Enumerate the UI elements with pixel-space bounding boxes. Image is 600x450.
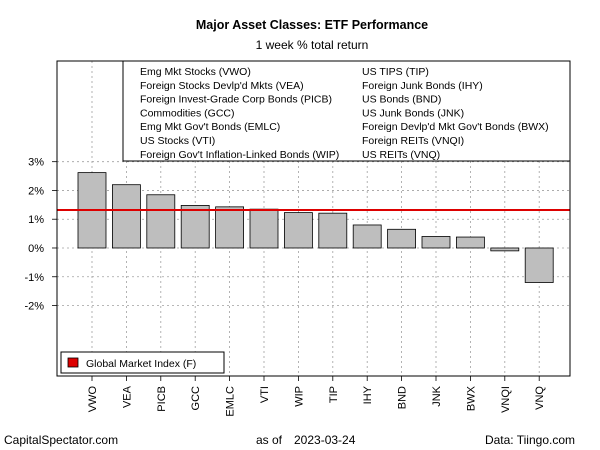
x-tick-label-ihy: IHY: [362, 385, 374, 404]
legend-box: [122, 60, 571, 162]
legend-entry: US Junk Bonds (JNK): [362, 107, 464, 119]
bar-vnq: [524, 247, 554, 283]
bar-vea: [112, 184, 141, 249]
bar-vnqi: [490, 247, 520, 252]
legend-entry: Foreign Junk Bonds (IHY): [362, 80, 483, 92]
legend-entry: Foreign Invest-Grade Corp Bonds (PICB): [140, 94, 332, 106]
footer-source-site: CapitalSpectator.com: [4, 433, 118, 447]
y-tick-label: 0%: [28, 243, 44, 255]
chart-subtitle: 1 week % total return: [256, 38, 369, 52]
legend-entry: US TIPS (TIP): [362, 66, 429, 78]
legend-entry: US Stocks (VTI): [140, 135, 215, 147]
x-tick-label-wip: WIP: [293, 386, 305, 407]
bar-gcc: [180, 205, 210, 249]
legend-entry: Emg Mkt Gov't Bonds (EMLC): [140, 121, 280, 133]
plot-frame: [56, 60, 571, 377]
legend-entry: US REITs (VNQ): [362, 149, 440, 161]
bar-picb: [146, 194, 176, 249]
ref-legend-swatch: [67, 357, 79, 368]
y-axis-ticks: 3% 2% 1% 0% -1% -2%: [24, 157, 57, 313]
ref-legend: Global Market Index (F): [60, 351, 225, 374]
legend-entry: Commodities (GCC): [140, 107, 235, 119]
grid-lines: [57, 61, 570, 376]
y-tick-label: 3%: [28, 157, 44, 169]
legend-entry: Foreign Devlp'd Mkt Gov't Bonds (BWX): [362, 121, 549, 133]
legend-entry: Foreign REITs (VNQI): [362, 135, 464, 147]
bars: [77, 172, 554, 283]
y-tick-label: -1%: [24, 272, 44, 284]
ref-legend-label: Global Market Index (F): [86, 358, 196, 370]
bar-wip: [283, 212, 313, 249]
x-tick-label-vnqi: VNQI: [500, 386, 512, 413]
footer-date: 2023-03-24: [294, 433, 356, 447]
x-tick-label-vnq: VNQ: [534, 386, 546, 410]
bar-emlc: [215, 206, 245, 249]
x-tick-label-jnk: JNK: [431, 385, 443, 406]
bar-ihy: [352, 224, 382, 249]
chart-title: Major Asset Classes: ETF Performance: [196, 18, 428, 32]
x-tick-label-vti: VTI: [259, 386, 271, 403]
x-axis-ticks: VWO VEA PICB GCC EMLC VTI WIP TIP IHY BND JNK BWX VN…: [87, 376, 546, 417]
x-tick-label-emlc: EMLC: [225, 386, 237, 417]
x-tick-label-tip: TIP: [328, 386, 340, 403]
footer-asof-label: as of: [256, 433, 283, 447]
x-tick-label-vwo: VWO: [87, 386, 99, 413]
legend-entry: Foreign Stocks Devlp'd Mkts (VEA): [140, 80, 304, 92]
y-tick-label: 2%: [28, 185, 44, 197]
legend-entries: Emg Mkt Stocks (VWO) Foreign Stocks Devlp…: [140, 66, 549, 161]
bar-tip: [318, 212, 348, 249]
legend-entry: Foreign Gov't Inflation-Linked Bonds (WI…: [140, 149, 339, 161]
ref-legend-box: [60, 351, 225, 374]
y-tick-label: -2%: [24, 301, 44, 313]
x-tick-label-picb: PICB: [156, 386, 168, 412]
bar-jnk: [421, 236, 451, 249]
y-tick-label: 1%: [28, 214, 44, 226]
x-tick-label-vea: VEA: [121, 385, 133, 408]
footer-data-source: Data: Tiingo.com: [485, 433, 575, 447]
legend-entry: US Bonds (BND): [362, 94, 441, 106]
bar-bnd: [387, 228, 417, 249]
x-tick-label-bwx: BWX: [465, 385, 477, 411]
x-tick-label-bnd: BND: [397, 386, 409, 409]
bar-vti: [249, 208, 279, 249]
x-tick-label-gcc: GCC: [190, 386, 202, 411]
bar-bwx: [455, 236, 485, 249]
legend-entry: Emg Mkt Stocks (VWO): [140, 66, 251, 78]
